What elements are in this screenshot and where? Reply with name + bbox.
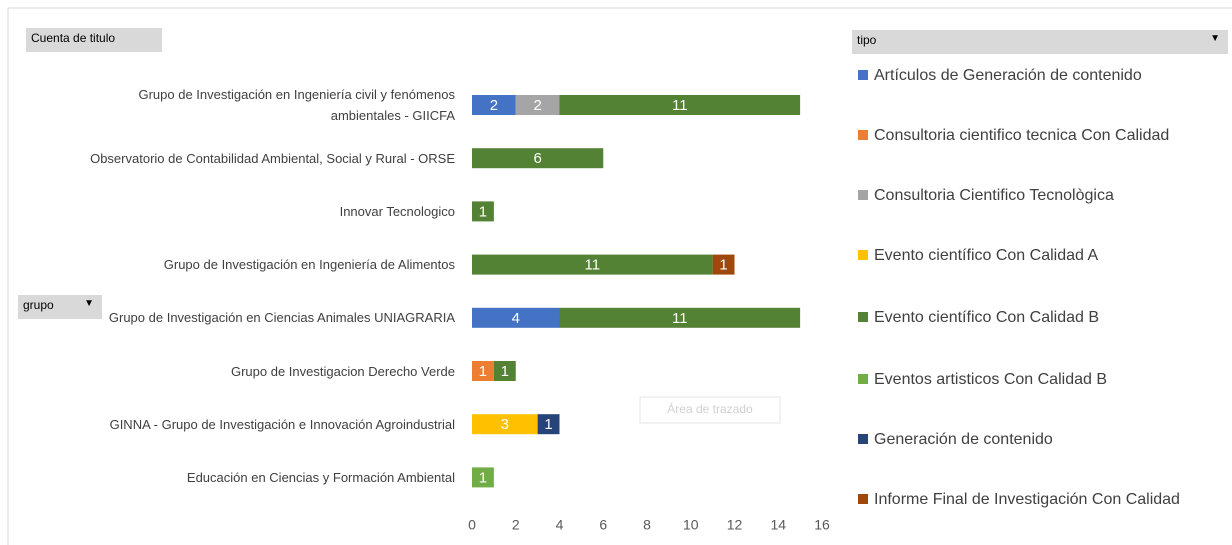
x-tick-label: 4 [556, 517, 564, 533]
legend-swatch [858, 494, 868, 504]
value-field-button[interactable]: Cuenta de titulo [26, 28, 162, 52]
legend-label: Artículos de Generación de contenido [874, 67, 1142, 84]
x-tick-label: 12 [727, 517, 743, 533]
bar-segment [472, 148, 604, 169]
legend-entry: Evento científico Con Calidad A [858, 242, 1223, 269]
legend-label: Eventos artisticos Con Calidad B [874, 371, 1107, 388]
legend-swatch [858, 434, 868, 444]
category-label: Grupo de Investigación en Ingeniería de … [163, 257, 455, 273]
data-label: 1 [544, 416, 552, 433]
axis-field: grupo [23, 298, 54, 312]
data-label: 1 [501, 363, 509, 380]
category-label: Observatorio de Contabilidad Ambiental, … [90, 150, 455, 166]
category-label: Educación en Ciencias y Formación Ambien… [186, 469, 455, 485]
data-label: 1 [479, 203, 487, 220]
legend-label: Consultoria cientifico tecnica Con Calid… [874, 127, 1170, 144]
data-label: 1 [479, 363, 487, 380]
legend-swatch [858, 312, 868, 322]
bar-segment [472, 414, 538, 435]
category-label: Grupo de Investigación en Ciencias Anima… [108, 310, 455, 326]
data-label: 11 [585, 257, 601, 274]
legend-label: Evento científico Con Calidad B [874, 309, 1100, 326]
legend-entry: Consultoria Cientifico Tecnològica [858, 182, 1223, 209]
data-label: 11 [672, 97, 688, 114]
legend-swatch [858, 190, 868, 200]
bar-segment [515, 95, 560, 115]
category-label: GINNA - Grupo de Investigación e Innovac… [109, 416, 455, 432]
bar-segment [472, 307, 560, 328]
bar-segment [472, 201, 494, 222]
data-label: 3 [501, 416, 509, 433]
data-label: 4 [512, 310, 520, 327]
legend-entry: Consultoria cientifico tecnica Con Calid… [858, 122, 1223, 149]
data-label: 2 [490, 97, 498, 114]
x-tick-label: 14 [770, 517, 786, 533]
tooltip-box [639, 396, 781, 424]
tooltip: Área de trazado [667, 401, 753, 416]
category-label: Grupo de Investigación en Ingeniería civ… [138, 87, 455, 123]
bar-segment [493, 361, 516, 381]
bar-segment [472, 361, 494, 381]
bar-segment [559, 307, 801, 328]
legend-label: Consultoria Cientifico Tecnològica [874, 187, 1114, 204]
bar-segment [472, 254, 713, 275]
legend-label: Generación de contenido [874, 431, 1053, 448]
legend-label: Evento científico Con Calidad A [874, 247, 1099, 264]
data-label: 1 [479, 469, 487, 486]
legend-entry: Evento científico Con Calidad B [858, 304, 1223, 331]
data-label: 6 [533, 150, 541, 167]
legend-entry: Eventos artisticos Con Calidad B [858, 366, 1223, 393]
bar-segment [472, 95, 516, 115]
dropdown-arrow[interactable]: ▼ [84, 298, 94, 309]
data-label: 11 [672, 310, 688, 327]
bar-segment [537, 414, 560, 435]
bar-segment [472, 467, 494, 488]
x-tick-label: 2 [512, 517, 520, 533]
legend-label: Informe Final de Investigación Con Calid… [874, 491, 1180, 508]
x-tick-label: 10 [683, 517, 699, 533]
legend-swatch [858, 250, 868, 260]
x-tick-label: 6 [599, 517, 607, 533]
dropdown-arrow[interactable]: ▼ [1210, 33, 1220, 44]
data-label: 1 [719, 257, 727, 274]
category-label: Grupo de Investigacion Derecho Verde [230, 363, 455, 379]
x-tick-label: 8 [643, 517, 651, 533]
axis-field-filter[interactable]: grupo ▼ [18, 295, 102, 319]
data-label: 2 [533, 97, 541, 114]
legend-swatch [858, 70, 868, 80]
x-tick-label: 0 [468, 517, 476, 533]
legend-entry: Generación de contenido [858, 426, 1223, 453]
legend-entry: Artículos de Generación de contenido [858, 62, 1223, 89]
legend-swatch [858, 130, 868, 140]
bar-segment [712, 254, 735, 275]
legend-field-filter[interactable]: tipo ▼ [852, 30, 1228, 54]
x-tick-label: 16 [814, 517, 830, 533]
bar-segment [559, 95, 801, 115]
legend-field: tipo [857, 33, 877, 47]
legend-entry: Informe Final de Investigación Con Calid… [858, 486, 1223, 513]
category-label: Innovar Tecnologico [339, 203, 455, 219]
legend-swatch [858, 374, 868, 384]
